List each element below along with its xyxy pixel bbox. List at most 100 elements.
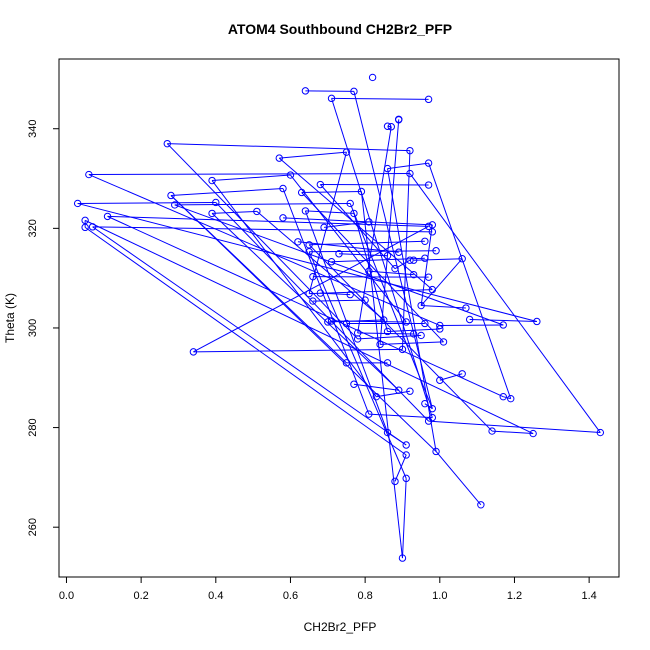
- data-point: [353, 329, 362, 337]
- y-tick-label: 320: [27, 219, 39, 237]
- data-point: [376, 340, 384, 349]
- data-point: [387, 123, 395, 131]
- data-point: [391, 264, 399, 273]
- data-point: [421, 319, 429, 328]
- data-point: [305, 241, 313, 249]
- data-point: [324, 318, 332, 326]
- data-point: [398, 345, 407, 354]
- data-point: [372, 392, 381, 401]
- series-line-segment: [380, 341, 444, 345]
- series-line-segment: [379, 119, 400, 345]
- series-line-segment: [212, 174, 291, 182]
- series-line-segment: [297, 241, 399, 253]
- data-point: [279, 184, 287, 193]
- data-point: [428, 285, 437, 294]
- data-point: [350, 87, 358, 96]
- y-tick-label: 280: [27, 418, 39, 436]
- data-point: [391, 477, 399, 486]
- data-point: [424, 181, 433, 189]
- series-line-segment: [421, 305, 466, 309]
- data-point: [465, 315, 474, 324]
- data-point: [167, 191, 175, 200]
- data-point: [279, 214, 287, 222]
- data-point: [421, 237, 429, 245]
- data-point: [436, 376, 444, 384]
- data-point: [253, 207, 261, 216]
- series-line-segment: [211, 213, 400, 391]
- data-point: [383, 327, 392, 336]
- series-line-segment: [413, 258, 463, 261]
- data-point: [432, 447, 440, 456]
- series-line-segment: [360, 191, 403, 559]
- data-point: [533, 317, 541, 326]
- y-tick-label: 260: [27, 518, 39, 536]
- data-point: [88, 223, 97, 231]
- data-point: [327, 317, 336, 325]
- data-point: [208, 176, 216, 185]
- series-line-segment: [290, 174, 407, 323]
- data-point: [409, 330, 418, 338]
- data-point: [398, 554, 407, 562]
- data-point: [85, 170, 93, 179]
- data-point: [346, 199, 354, 208]
- series-line-segment: [492, 430, 534, 435]
- series-line-segment: [357, 334, 422, 340]
- data-point: [208, 209, 216, 218]
- y-tick-label: 300: [27, 319, 39, 337]
- data-point: [301, 207, 310, 215]
- data-point: [439, 338, 448, 346]
- data-point: [417, 301, 425, 310]
- x-tick-label: 0.0: [59, 590, 74, 602]
- data-point: [316, 289, 325, 297]
- series-line-segment: [387, 162, 429, 170]
- data-point: [346, 290, 354, 299]
- series-lines: [77, 90, 601, 559]
- data-point: [458, 370, 466, 378]
- data-point: [380, 316, 388, 324]
- data-point: [507, 394, 515, 403]
- data-point: [383, 122, 392, 130]
- data-point: [402, 474, 410, 483]
- series-line-segment: [193, 348, 403, 353]
- series-line-segment: [435, 451, 482, 506]
- x-tick-label: 1.4: [581, 590, 596, 602]
- data-point: [320, 223, 328, 232]
- data-point: [428, 221, 437, 229]
- data-point: [171, 201, 179, 209]
- series-line-segment: [166, 143, 359, 340]
- series-line-segment: [77, 202, 537, 322]
- data-point: [316, 180, 325, 189]
- series-line-segment: [409, 173, 601, 433]
- y-axis-label: Theta (K): [3, 293, 17, 343]
- data-point: [406, 256, 414, 264]
- data-point: [424, 95, 433, 104]
- y-axis: 260 280 300 320 340: [27, 120, 60, 536]
- series-line-segment: [174, 204, 504, 326]
- series-line-segment: [193, 225, 429, 353]
- data-point: [406, 387, 414, 395]
- series-line-segment: [170, 195, 437, 452]
- series-line-segment: [357, 332, 414, 335]
- series-points: [73, 73, 605, 562]
- data-point: [305, 248, 313, 256]
- series-line-segment: [331, 98, 433, 418]
- data-point: [406, 169, 414, 178]
- data-point: [342, 359, 351, 367]
- data-point: [163, 139, 171, 148]
- series-line-segment: [88, 173, 410, 176]
- data-point: [305, 289, 313, 298]
- series-line-segment: [401, 150, 411, 350]
- data-point: [499, 392, 507, 401]
- series-line-segment: [428, 420, 601, 434]
- data-point: [189, 348, 198, 356]
- data-point: [103, 212, 112, 221]
- data-point: [395, 248, 403, 256]
- data-point: [402, 441, 410, 449]
- data-point: [357, 187, 366, 196]
- data-point: [309, 297, 317, 305]
- series-line-segment: [107, 215, 504, 398]
- data-point: [428, 228, 437, 236]
- series-line-segment: [503, 396, 511, 400]
- series-line-segment: [301, 192, 444, 343]
- data-point: [596, 428, 605, 437]
